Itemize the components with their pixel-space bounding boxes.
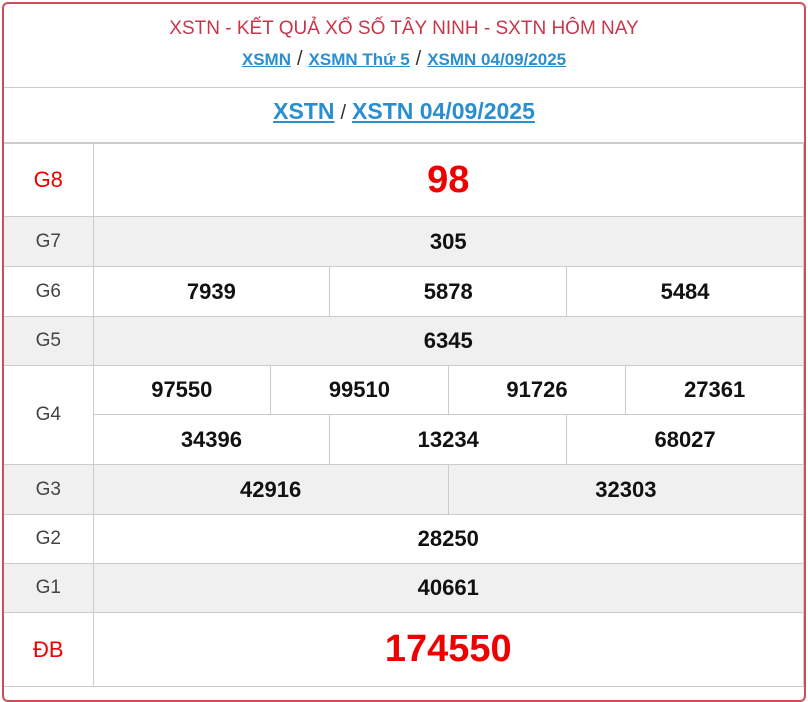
prize-label: G1 xyxy=(4,563,94,613)
results-table: G8 98 G7 305 G6 7939 5878 5484 G5 6345 G4 97550… xyxy=(4,143,804,687)
row-g6: G6 7939 5878 5484 xyxy=(4,266,804,317)
prize-label: G8 xyxy=(4,143,94,217)
breadcrumb-xsmn-thu5[interactable]: XSMN Thứ 5 xyxy=(308,50,410,69)
prize-number: 68027 xyxy=(566,414,804,465)
header: XSTN - KẾT QUẢ XỔ SỐ TÂY NINH - SXTN HÔM… xyxy=(4,4,804,88)
prize-number: 5484 xyxy=(566,266,804,317)
prize-number: 99510 xyxy=(270,365,449,415)
prize-number: 34396 xyxy=(92,414,331,465)
prize-label: G5 xyxy=(4,316,94,366)
page-title: XSTN - KẾT QUẢ XỔ SỐ TÂY NINH - SXTN HÔM… xyxy=(169,18,639,39)
breadcrumb: XSMN / XSMN Thứ 5 / XSMN 04/09/2025 xyxy=(4,48,804,71)
row-db: ĐB 174550 xyxy=(4,612,804,687)
prize-number: 28250 xyxy=(92,514,804,564)
separator: / xyxy=(296,48,303,70)
link-xstn[interactable]: XSTN xyxy=(273,98,335,124)
breadcrumb-xsmn-date[interactable]: XSMN 04/09/2025 xyxy=(427,50,567,69)
prize-label: G3 xyxy=(4,464,94,515)
prize-label: G6 xyxy=(4,266,94,317)
row-g5: G5 6345 xyxy=(4,316,804,366)
prize-number: 91726 xyxy=(447,365,627,415)
prize-label: G2 xyxy=(4,514,94,564)
prize-label: ĐB xyxy=(4,612,94,687)
separator: / xyxy=(415,48,422,70)
row-g1: G1 40661 xyxy=(4,563,804,613)
prize-number: 97550 xyxy=(92,365,272,415)
prize-number: 5878 xyxy=(329,266,568,317)
row-g7: G7 305 xyxy=(4,216,804,267)
prize-number: 7939 xyxy=(92,266,331,317)
prize-number: 40661 xyxy=(92,563,804,613)
link-xstn-date[interactable]: XSTN 04/09/2025 xyxy=(352,98,535,124)
prize-number-special: 174550 xyxy=(92,612,804,687)
row-g8: G8 98 xyxy=(4,143,804,217)
row-g3: G3 42916 32303 xyxy=(4,464,804,515)
prize-number: 6345 xyxy=(92,316,804,366)
prize-number: 98 xyxy=(92,143,804,217)
prize-number: 13234 xyxy=(329,414,568,465)
separator: / xyxy=(340,102,347,124)
prize-number: 27361 xyxy=(625,365,804,415)
row-g2: G2 28250 xyxy=(4,514,804,564)
breadcrumb-xsmn[interactable]: XSMN xyxy=(241,50,291,69)
prize-number: 42916 xyxy=(92,464,449,515)
prize-label: G7 xyxy=(4,216,94,267)
prize-number: 305 xyxy=(92,216,804,267)
prize-number: 32303 xyxy=(447,464,804,515)
prize-label: G4 xyxy=(4,365,94,465)
subheader: XSTN / XSTN 04/09/2025 xyxy=(4,88,804,143)
row-g4-2: 34396 13234 68027 xyxy=(4,414,804,465)
row-g4: G4 97550 99510 91726 27361 xyxy=(4,365,804,465)
